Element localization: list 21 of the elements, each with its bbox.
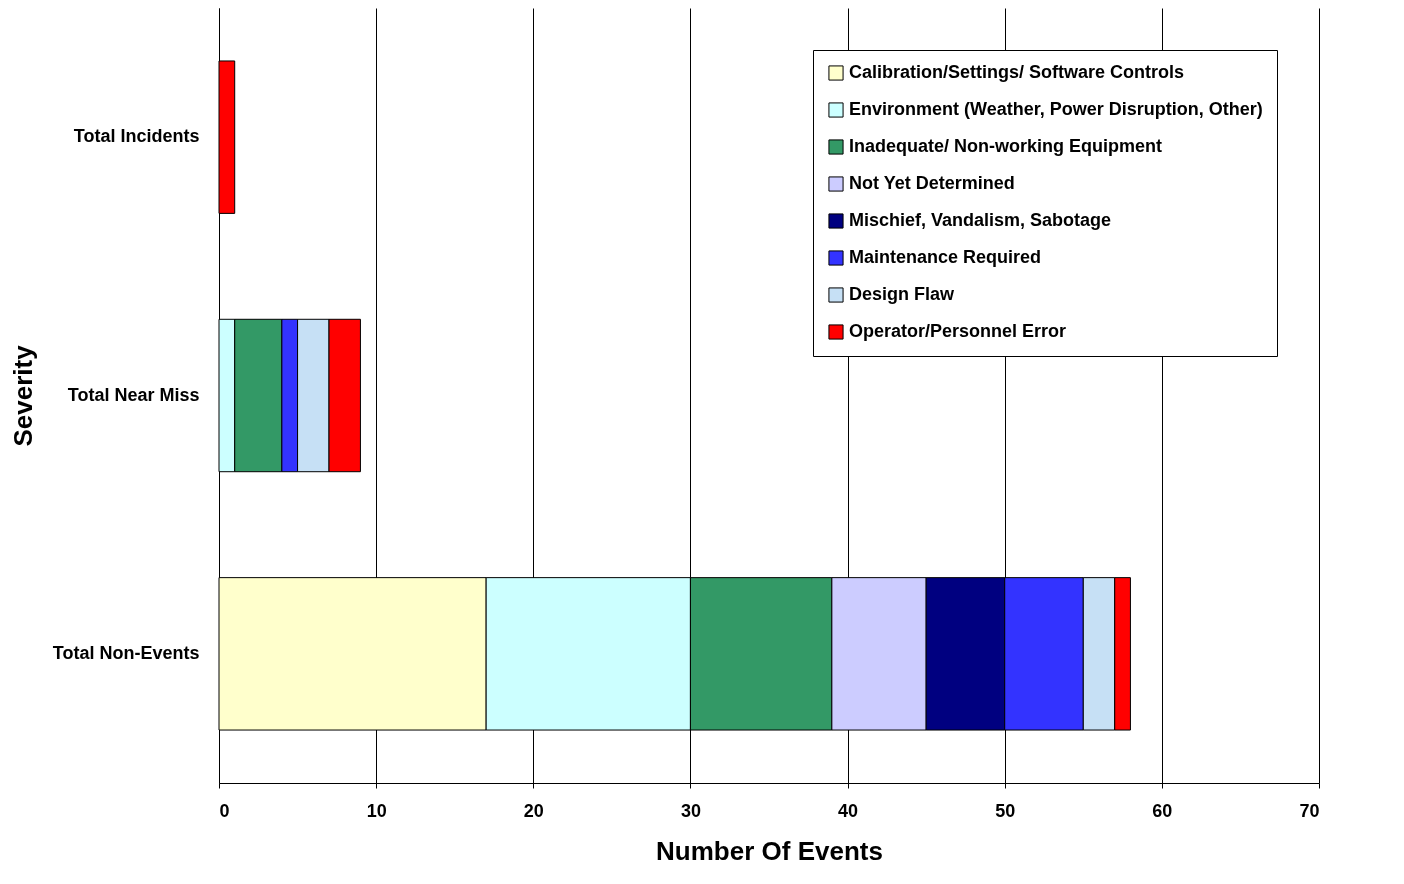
x-tick-label: 60 — [1152, 800, 1173, 821]
x-tick-label: 70 — [1299, 800, 1320, 821]
legend-label: Maintenance Required — [849, 247, 1042, 267]
x-tick-label: 0 — [219, 800, 230, 821]
legend-label: Calibration/Settings/ Software Controls — [849, 62, 1185, 82]
x-tick-label: 20 — [523, 800, 544, 821]
x-tick-label: 30 — [680, 800, 701, 821]
x-axis-title: Number Of Events — [656, 835, 883, 866]
y-axis-title: Severity — [7, 344, 38, 447]
legend-label: Mischief, Vandalism, Sabotage — [849, 210, 1112, 230]
legend-label: Operator/Personnel Error — [849, 321, 1067, 341]
legend-label: Inadequate/ Non-working Equipment — [849, 136, 1163, 156]
legend-label: Environment (Weather, Power Disruption, Other) — [849, 99, 1263, 119]
y-tick-label: Total Non-Events — [52, 642, 200, 663]
y-tick-label: Total Incidents — [73, 126, 200, 147]
legend-label: Design Flaw — [849, 284, 956, 304]
x-tick-label: 40 — [838, 800, 859, 821]
x-tick-label: 10 — [366, 800, 387, 821]
x-tick-label: 50 — [995, 800, 1016, 821]
legend-label: Not Yet Determined — [849, 173, 1015, 193]
y-tick-label: Total Near Miss — [67, 384, 200, 405]
